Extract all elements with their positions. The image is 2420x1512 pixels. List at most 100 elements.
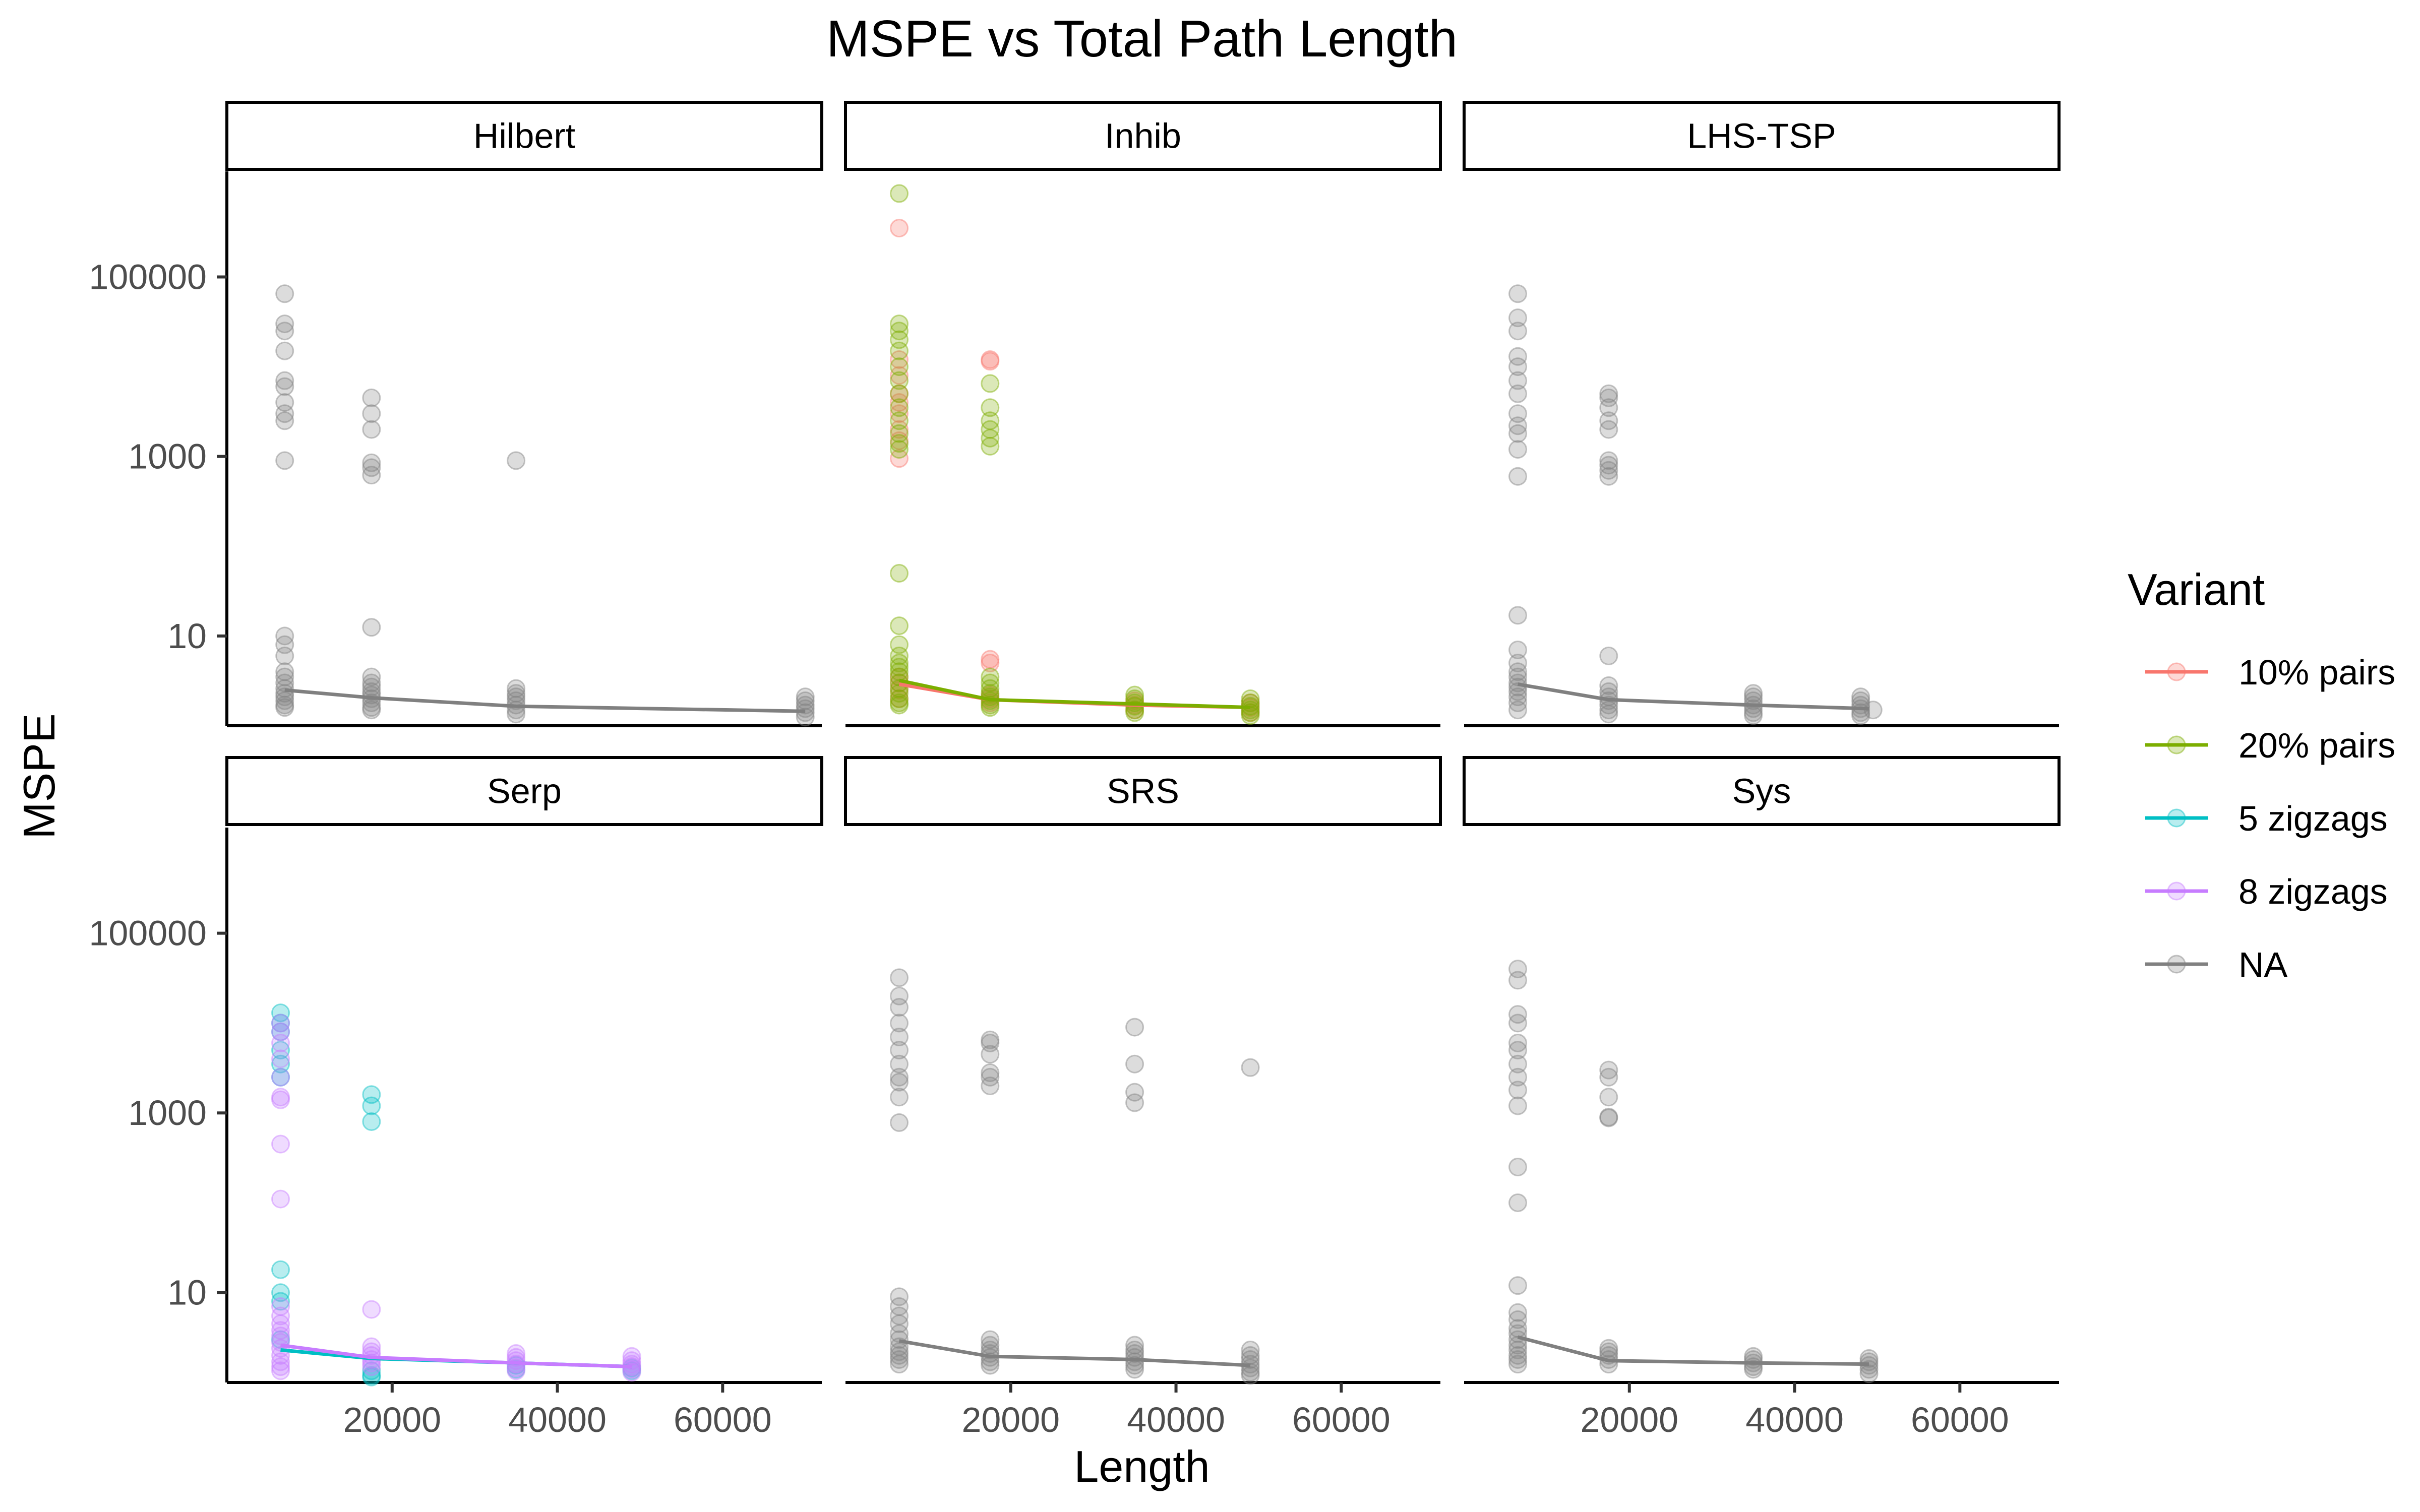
data-point [622,1355,641,1374]
data-point [890,646,909,665]
data-point [1508,1096,1528,1115]
data-point [275,626,294,646]
data-point [890,434,909,453]
data-point [890,431,909,450]
data-point [981,436,1000,456]
data-point [890,1041,909,1060]
data-point [890,1297,909,1316]
data-point [890,986,909,1005]
data-point [981,352,1000,371]
data-point [1744,684,1763,703]
data-point [1125,1093,1144,1112]
data-point [796,696,815,715]
facet-strip [225,101,823,171]
data-point [507,451,526,470]
data-point [890,696,909,715]
data-point [275,314,294,334]
data-point [1508,1276,1528,1295]
data-point [890,371,909,390]
data-point [1508,1014,1528,1033]
data-point [1599,1060,1618,1080]
data-point [796,691,815,710]
data-point [890,341,909,360]
data-point [1125,1352,1144,1371]
data-point [890,694,909,713]
data-point [507,684,526,703]
data-point [271,1321,290,1340]
data-point [1508,357,1528,376]
data-point [1599,461,1618,480]
data-point [1125,1336,1144,1355]
data-point [1508,682,1528,701]
y-tick-label: 10 [167,1273,207,1312]
data-point [275,667,294,686]
x-tick-label: 60000 [1292,1400,1390,1439]
data-point [271,1352,290,1371]
data-point [1508,1355,1528,1374]
data-point [1508,662,1528,681]
data-point [1859,1364,1879,1383]
data-point [1508,1350,1528,1369]
x-tick-label: 20000 [343,1400,441,1439]
facet-strip [844,101,1442,171]
data-point [1508,424,1528,443]
data-point [271,1090,290,1109]
data-point [362,1112,381,1131]
data-point [271,1049,290,1068]
data-point [1508,971,1528,990]
data-point [275,322,294,341]
data-point [1508,384,1528,403]
data-point [271,1022,290,1041]
data-point [275,662,294,681]
chart-title: MSPE vs Total Path Length [826,10,1458,68]
legend-items: 10% pairs 20% pairs 5 zigzags 8 zigzags NA [2145,653,2395,984]
legend-key-point [2167,662,2186,681]
data-point [1508,1005,1528,1024]
panel-lhs-tsp: LHS-TSP [1463,101,2061,727]
data-point [271,1283,290,1302]
data-point [981,420,1000,439]
data-point [362,404,381,423]
data-point [981,667,1000,686]
data-point [981,1063,1000,1082]
facet-strip-label: Serp [487,772,562,811]
data-point [1508,654,1528,673]
x-tick-label: 60000 [1911,1400,2009,1439]
facet-strip-label: Hilbert [473,116,575,156]
data-point [1508,1041,1528,1060]
data-point [271,1330,290,1349]
data-point [362,1300,381,1319]
y-tick-label: 1000 [128,437,207,476]
series-5-zigzags [271,1003,641,1387]
data-point [1241,1058,1260,1077]
data-point [275,696,294,715]
data-point [981,428,1000,448]
data-point [271,1054,290,1074]
data-point [271,1067,290,1087]
data-point [1508,1341,1528,1360]
data-point [1599,456,1618,475]
legend-label: 20% pairs [2238,726,2395,765]
series-line-na [1517,1335,1869,1366]
y-tick-label: 10 [167,616,207,656]
data-point [890,384,909,403]
data-point [981,1067,1000,1087]
legend-key-point [2167,808,2186,828]
data-point [1744,1347,1763,1366]
legend-item-10pct-pairs: 10% pairs [2145,653,2395,692]
data-point [1508,640,1528,659]
data-point [890,393,909,412]
data-point [1599,467,1618,486]
panel-serp: Serp 10 1000 100000 20000 40000 60000 [89,756,823,1439]
data-point [1599,676,1618,695]
data-point [890,398,909,417]
x-tick-label: 20000 [961,1400,1060,1439]
data-point [890,357,909,376]
facet-strip-label: SRS [1107,772,1179,811]
data-point [890,1306,909,1326]
data-point [890,662,909,681]
data-point [362,458,381,477]
data-point [890,440,909,459]
data-point [1508,404,1528,423]
